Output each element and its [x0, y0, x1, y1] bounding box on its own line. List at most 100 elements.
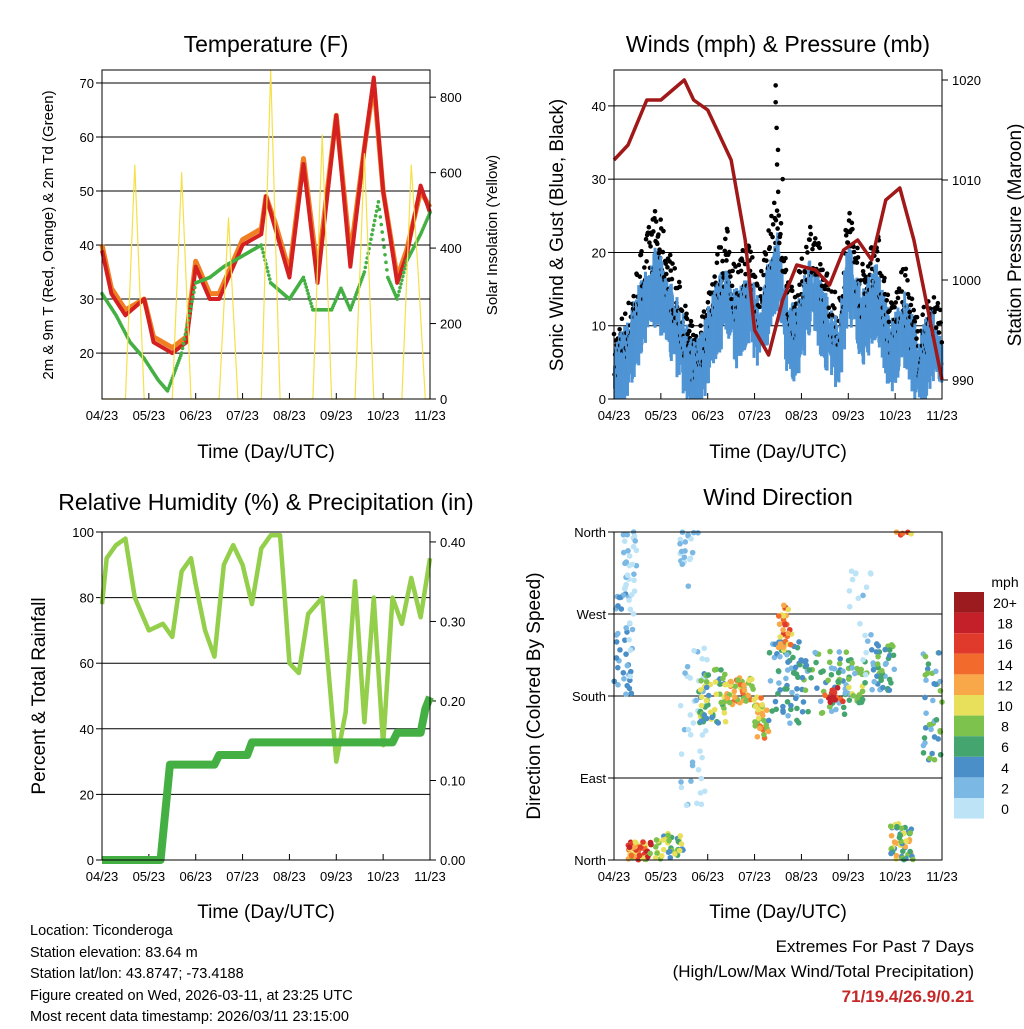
- direction-point: [879, 667, 885, 674]
- direction-point: [741, 687, 748, 693]
- x-tick-label: 06/23: [691, 408, 724, 423]
- gust-point: [729, 296, 734, 302]
- gust-point: [850, 226, 855, 232]
- point-dewpoint: [192, 285, 197, 290]
- x-tick-label: 10/23: [367, 869, 400, 884]
- gust-point: [764, 258, 769, 263]
- direction-point: [695, 766, 702, 773]
- direction-point: [893, 852, 900, 859]
- gust-point: [845, 240, 851, 245]
- point-dewpoint: [305, 288, 310, 293]
- direction-point: [927, 755, 933, 762]
- gust-point: [739, 258, 745, 264]
- gust-point: [849, 220, 855, 226]
- point-dewpoint: [189, 304, 193, 309]
- direction-point: [937, 751, 944, 758]
- direction-point: [868, 631, 874, 638]
- gust-point: [829, 289, 834, 294]
- dir-title: Wind Direction: [703, 484, 853, 510]
- direction-point: [677, 536, 684, 543]
- y-right-tick-label: 0.10: [440, 773, 465, 788]
- direction-point: [678, 548, 685, 555]
- point-dewpoint: [261, 250, 265, 255]
- gust-point: [668, 268, 674, 273]
- direction-point: [776, 621, 783, 628]
- direction-point: [623, 651, 629, 657]
- direction-point: [887, 823, 894, 830]
- legend-swatch: [954, 612, 984, 634]
- gust-point: [826, 305, 832, 311]
- direction-point: [698, 718, 704, 724]
- gust-point: [642, 265, 647, 270]
- legend-label: 18: [997, 616, 1013, 632]
- direction-point: [713, 691, 720, 698]
- direction-point: [792, 695, 799, 702]
- direction-point: [741, 682, 747, 689]
- series-pressure: [612, 78, 944, 381]
- gust-point: [712, 274, 717, 279]
- gust-point: [789, 288, 795, 294]
- gust-point: [656, 232, 661, 237]
- direction-point: [676, 847, 683, 854]
- direction-point: [769, 708, 775, 714]
- gust-point: [820, 267, 825, 273]
- gust-point: [931, 295, 937, 300]
- direction-point: [617, 647, 623, 653]
- point-dewpoint: [191, 295, 195, 299]
- direction-point: [659, 853, 665, 859]
- gust-point: [661, 228, 666, 234]
- direction-point: [933, 668, 939, 675]
- direction-point: [833, 706, 839, 713]
- legend-swatch: [954, 715, 984, 737]
- gust-point: [651, 229, 656, 234]
- x-tick-label: 08/23: [273, 408, 306, 423]
- direction-point: [777, 687, 783, 693]
- direction-point: [936, 650, 942, 656]
- gust-point: [812, 236, 818, 241]
- direction-point: [788, 702, 794, 709]
- direction-point: [891, 666, 898, 673]
- legend-label: 0: [1001, 801, 1009, 817]
- direction-point: [697, 687, 704, 693]
- gust-point: [777, 240, 782, 246]
- gust-point: [847, 210, 852, 216]
- gust-point: [759, 268, 764, 274]
- x-tick-label: 11/23: [926, 408, 958, 423]
- direction-point: [758, 695, 764, 701]
- gust-point: [914, 314, 920, 320]
- direction-point: [784, 699, 791, 705]
- y-right-tick-label: 600: [440, 166, 462, 181]
- gust-point: [684, 316, 690, 322]
- gust-point: [825, 287, 831, 292]
- direction-point: [929, 697, 936, 704]
- y-right-tick-label: 0.30: [440, 614, 465, 629]
- gust-point: [656, 250, 662, 256]
- gust-point: [725, 229, 730, 234]
- direction-point: [775, 613, 782, 619]
- direction-point: [846, 697, 853, 703]
- series-rh: [99, 533, 433, 764]
- point-dewpoint: [400, 278, 404, 282]
- gust-point: [805, 250, 810, 255]
- series-precip: [102, 695, 434, 864]
- direction-point: [826, 659, 833, 666]
- point-dewpoint: [192, 290, 196, 295]
- extremes: Extremes For Past 7 Days (High/Low/Max W…: [673, 934, 974, 1009]
- direction-point: [637, 844, 644, 850]
- direction-point: [632, 538, 639, 544]
- direction-point: [926, 721, 933, 728]
- direction-point: [875, 643, 882, 649]
- gust-point: [895, 295, 901, 301]
- direction-point: [614, 664, 621, 671]
- direction-point: [630, 611, 637, 617]
- direction-point: [678, 841, 685, 847]
- x-tick-label: 09/23: [320, 869, 353, 884]
- point-dewpoint: [259, 243, 264, 247]
- gust-point: [769, 213, 774, 219]
- direction-point: [840, 698, 846, 705]
- gust-point: [766, 228, 771, 233]
- direction-point: [677, 833, 684, 839]
- gust-point: [799, 256, 805, 261]
- direction-point: [882, 661, 889, 668]
- direction-point: [699, 732, 706, 738]
